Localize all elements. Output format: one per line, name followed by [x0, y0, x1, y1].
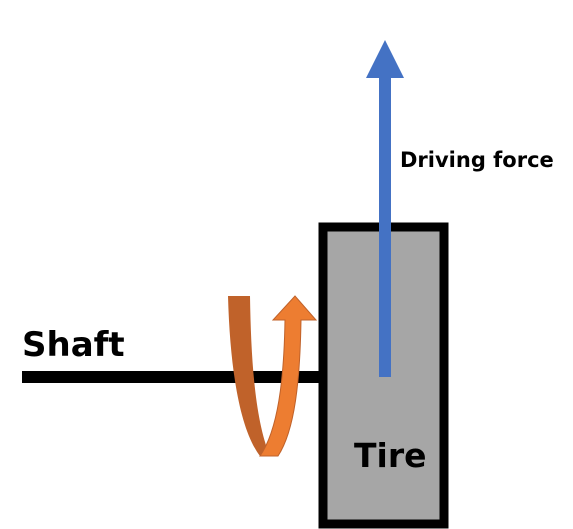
driving-force-arrowhead [366, 40, 404, 78]
shaft-label: Shaft [22, 325, 125, 365]
rotation-arrow-back-band [228, 296, 270, 456]
driving-force-arrow-shaft [379, 77, 391, 377]
driving-force-label: Driving force [400, 148, 554, 172]
shaft-line [22, 371, 324, 383]
rotation-arrow-front-band [259, 295, 318, 457]
tire-label: Tire [354, 436, 426, 475]
